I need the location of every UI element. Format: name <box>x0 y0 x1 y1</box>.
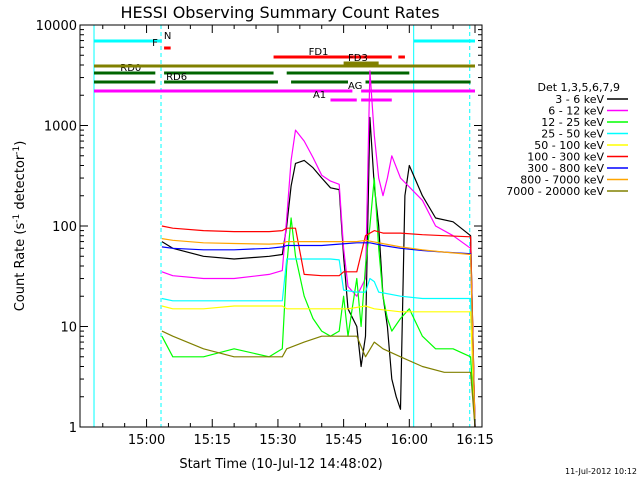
series-line-8 <box>161 330 476 428</box>
flag-label-rd0: RD0 <box>120 63 141 74</box>
series-line-5 <box>161 225 476 428</box>
plot-area: NF FD1 FD3 RD0 RD6 AG A1 <box>93 25 476 428</box>
flag-label-rd6: RD6 <box>166 72 187 83</box>
flag-label-n: N <box>164 31 171 42</box>
x-tick-label-1: 15:15 <box>194 433 231 448</box>
flag-label-fd1: FD1 <box>309 47 329 58</box>
x-tick-label-0: 15:00 <box>128 433 165 448</box>
series-line-7 <box>161 238 476 428</box>
footer-timestamp: 11-Jul-2012 10:12 <box>565 467 637 476</box>
legend-label-0: 3 - 6 keV <box>555 93 604 106</box>
x-tick-label-2: 15:30 <box>259 433 296 448</box>
legend-label-7: 800 - 7000 keV <box>520 174 604 187</box>
legend-label-6: 300 - 800 keV <box>527 162 604 175</box>
x-axis-label: Start Time (10-Jul-12 14:48:02) <box>179 457 382 472</box>
y-axis: 1 10 100 1000 10000 <box>36 19 482 436</box>
legend-label-1: 6 - 12 keV <box>548 105 604 118</box>
x-tick-label-4: 16:00 <box>391 433 428 448</box>
y-tick-label-3: 1000 <box>44 120 77 135</box>
series-line-2 <box>161 177 476 428</box>
legend-title: Det 1,3,5,6,7,9 <box>537 81 620 94</box>
flag-label-a1: A1 <box>313 90 326 101</box>
legend-label-3: 25 - 50 keV <box>541 128 604 141</box>
y-tick-label-1: 10 <box>60 321 77 336</box>
y-tick-label-0: 1 <box>69 421 77 436</box>
series-lines <box>161 70 476 428</box>
legend-label-5: 100 - 300 keV <box>527 151 604 164</box>
flag-label-f: F <box>152 38 158 49</box>
y-tick-label-4: 10000 <box>36 19 77 34</box>
y-axis-label: Count Rate (s-1 detector-1) <box>12 141 28 312</box>
y-tick-label-2: 100 <box>52 220 77 235</box>
flag-label-ag: AG <box>348 81 362 92</box>
flag-bars: NF FD1 FD3 RD0 RD6 AG A1 <box>94 31 475 102</box>
legend-label-2: 12 - 25 keV <box>541 116 604 129</box>
series-line-4 <box>161 305 476 428</box>
x-tick-label-3: 15:45 <box>325 433 362 448</box>
chart-title: HESSI Observing Summary Count Rates <box>120 3 439 22</box>
flag-label-fd3: FD3 <box>348 53 368 64</box>
legend-label-8: 7000 - 20000 keV <box>506 185 604 198</box>
legend-label-4: 50 - 100 keV <box>534 139 604 152</box>
x-axis: 15:00 15:15 15:30 15:45 16:00 16:15 <box>102 25 494 448</box>
x-tick-label-5: 16:15 <box>456 433 493 448</box>
series-line-3 <box>161 258 476 428</box>
series-line-1 <box>161 70 476 428</box>
